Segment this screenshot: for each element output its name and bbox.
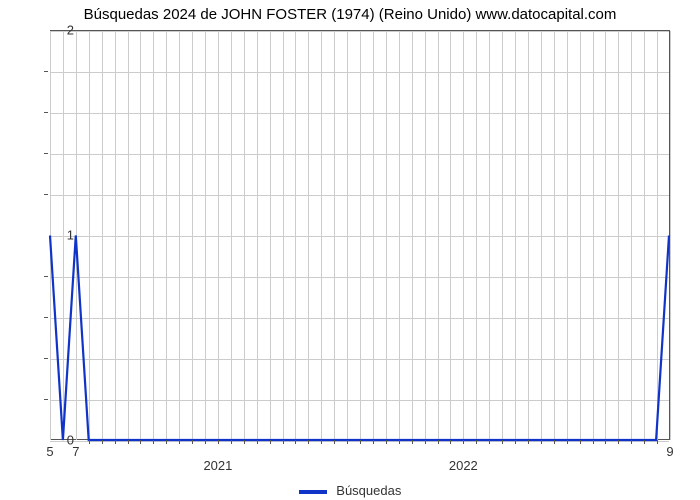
x-minor-tick: [128, 440, 129, 444]
x-minor-tick: [618, 440, 619, 444]
x-minor-tick: [450, 440, 451, 444]
y-minor-tick: [44, 358, 48, 359]
x-minor-tick: [179, 440, 180, 444]
x-minor-tick: [231, 440, 232, 444]
chart-container: Búsquedas 2024 de JOHN FOSTER (1974) (Re…: [0, 0, 700, 500]
x-minor-tick: [425, 440, 426, 444]
x-minor-tick: [463, 440, 464, 444]
x-minor-tick: [528, 440, 529, 444]
x-minor-tick: [644, 440, 645, 444]
x-minor-tick: [283, 440, 284, 444]
x-minor-tick: [554, 440, 555, 444]
x-minor-tick: [102, 440, 103, 444]
x-minor-tick: [593, 440, 594, 444]
x-minor-tick: [347, 440, 348, 444]
x-minor-tick: [205, 440, 206, 444]
x-year-label: 2022: [449, 458, 478, 473]
x-minor-tick: [399, 440, 400, 444]
x-minor-tick: [412, 440, 413, 444]
y-minor-tick: [44, 399, 48, 400]
x-tick-label: 5: [46, 444, 53, 459]
gridline-v: [670, 31, 671, 440]
plot-area: [50, 30, 670, 440]
y-minor-tick: [44, 71, 48, 72]
x-minor-tick: [115, 440, 116, 444]
y-minor-tick: [44, 194, 48, 195]
x-minor-tick: [515, 440, 516, 444]
x-minor-tick: [657, 440, 658, 444]
x-tick-label: 7: [72, 444, 79, 459]
x-minor-tick: [321, 440, 322, 444]
x-minor-tick: [567, 440, 568, 444]
x-minor-tick: [218, 440, 219, 444]
x-minor-tick: [438, 440, 439, 444]
data-line-svg: [50, 31, 669, 440]
x-minor-tick: [244, 440, 245, 444]
y-tick-label: 2: [67, 23, 74, 38]
x-tick-label: 9: [666, 444, 673, 459]
x-year-label: 2021: [203, 458, 232, 473]
x-minor-tick: [580, 440, 581, 444]
x-minor-tick: [89, 440, 90, 444]
legend-label: Búsquedas: [336, 483, 401, 498]
y-minor-tick: [44, 276, 48, 277]
x-minor-tick: [153, 440, 154, 444]
x-minor-tick: [334, 440, 335, 444]
x-minor-tick: [257, 440, 258, 444]
x-minor-tick: [541, 440, 542, 444]
x-minor-tick: [192, 440, 193, 444]
x-minor-tick: [295, 440, 296, 444]
x-minor-tick: [605, 440, 606, 444]
legend: Búsquedas: [0, 483, 700, 498]
x-minor-tick: [386, 440, 387, 444]
x-minor-tick: [166, 440, 167, 444]
x-minor-tick: [476, 440, 477, 444]
x-minor-tick: [140, 440, 141, 444]
x-minor-tick: [373, 440, 374, 444]
x-minor-tick: [308, 440, 309, 444]
y-tick-label: 1: [67, 228, 74, 243]
y-minor-tick: [44, 317, 48, 318]
chart-title: Búsquedas 2024 de JOHN FOSTER (1974) (Re…: [0, 6, 700, 23]
y-minor-tick: [44, 153, 48, 154]
series-polyline: [50, 236, 669, 441]
x-minor-tick: [502, 440, 503, 444]
x-minor-tick: [631, 440, 632, 444]
x-minor-tick: [489, 440, 490, 444]
legend-swatch: [299, 490, 327, 494]
x-minor-tick: [360, 440, 361, 444]
x-minor-tick: [270, 440, 271, 444]
y-minor-tick: [44, 112, 48, 113]
